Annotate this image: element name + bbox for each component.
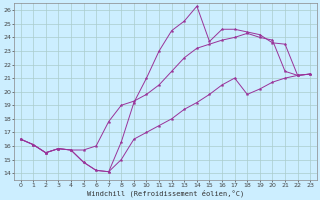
X-axis label: Windchill (Refroidissement éolien,°C): Windchill (Refroidissement éolien,°C)	[87, 189, 244, 197]
